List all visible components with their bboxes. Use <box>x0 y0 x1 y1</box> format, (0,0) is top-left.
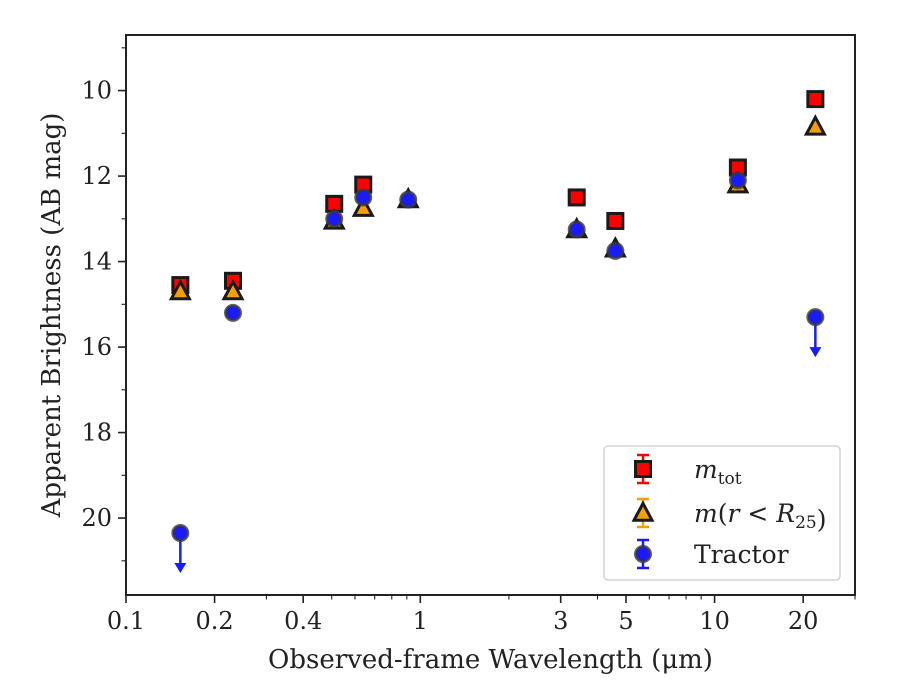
series-circle <box>171 171 825 574</box>
data-point <box>567 188 586 207</box>
legend-marker <box>634 460 652 478</box>
legend-marker <box>631 500 655 522</box>
series-square <box>171 90 825 295</box>
y-tick-label: 10 <box>81 77 112 105</box>
x-tick-label: 5 <box>618 607 633 635</box>
data-point <box>806 90 825 109</box>
legend-label: Tractor <box>694 540 789 569</box>
legend: mtot m(r < R25) Tractor <box>603 445 841 581</box>
data-point <box>803 114 827 136</box>
data-point <box>806 308 825 327</box>
y-tick-label: 14 <box>81 248 112 276</box>
series-triangle <box>168 114 827 301</box>
upper-limit-arrowhead <box>174 563 187 574</box>
y-tick-label: 16 <box>81 333 112 361</box>
data-point <box>221 278 245 301</box>
legend-label: mtot <box>694 455 742 489</box>
x-tick-label: 0.4 <box>284 607 322 635</box>
x-tick-label: 0.1 <box>107 607 145 635</box>
y-tick-label: 12 <box>81 162 112 190</box>
upper-limit-arrowhead <box>809 347 822 358</box>
data-point <box>606 241 625 260</box>
legend-label: m(r < R25) <box>694 499 827 534</box>
x-tick-label: 1 <box>413 607 428 635</box>
data-point <box>224 303 243 322</box>
x-tick-label: 20 <box>788 607 819 635</box>
axis-ticks: 0.1 0.2 0.4 1 3 5 10 20 10 12 14 16 18 20 <box>81 47 856 635</box>
plot-frame <box>125 34 856 596</box>
data-point <box>168 278 192 301</box>
data-point <box>606 211 625 230</box>
data-point <box>728 171 747 190</box>
x-axis-label: Observed-frame Wavelength (μm) <box>268 645 713 675</box>
legend-marker <box>634 545 652 563</box>
y-tick-label: 18 <box>81 419 112 447</box>
data-point <box>351 195 375 217</box>
x-tick-label: 10 <box>699 607 730 635</box>
data-point <box>567 220 586 239</box>
data-point <box>399 190 418 209</box>
data-point <box>354 188 373 207</box>
data-point <box>325 209 344 228</box>
x-tick-label: 3 <box>553 607 568 635</box>
y-axis-label: Apparent Brightness (AB mag) <box>37 113 67 519</box>
plot-marks <box>168 90 827 574</box>
data-point <box>171 524 190 543</box>
x-tick-label: 0.2 <box>196 607 234 635</box>
legend-box <box>603 445 841 581</box>
y-tick-label: 20 <box>81 504 112 532</box>
